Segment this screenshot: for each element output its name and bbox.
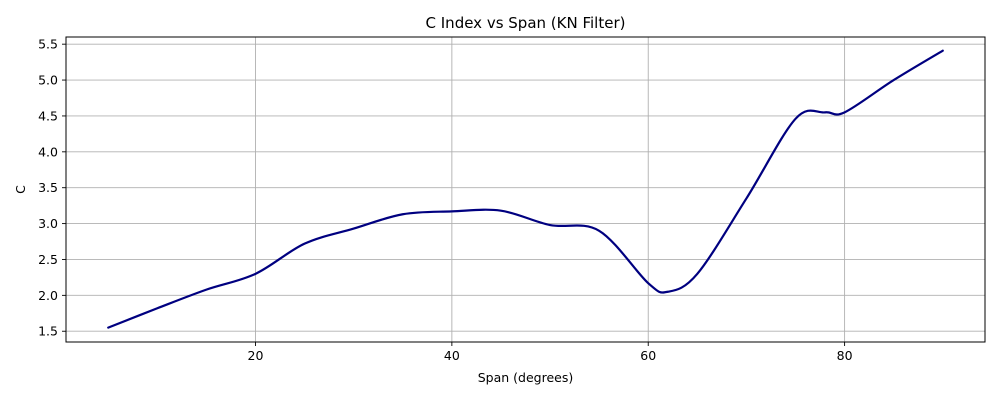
- x-tick-label: 80: [837, 348, 853, 363]
- y-tick-label: 3.5: [38, 180, 58, 195]
- y-tick-label: 5.5: [38, 37, 58, 52]
- y-tick-label: 5.0: [38, 73, 58, 88]
- y-tick-label: 2.0: [38, 288, 58, 303]
- plot-frame: [65, 36, 986, 343]
- series-line: [107, 49, 944, 329]
- x-axis-label: Span (degrees): [478, 370, 574, 385]
- y-tick-label: 4.0: [38, 144, 58, 159]
- chart-title: C Index vs Span (KN Filter): [426, 14, 626, 32]
- ticks: 20 40 60 80 1.5 2.0 2.5 3.0 3.5 4.0 4.5 5.0 5.5: [38, 37, 852, 363]
- y-tick-label: 4.5: [38, 108, 58, 123]
- y-axis-label: C: [13, 185, 28, 194]
- grid: [66, 37, 985, 342]
- y-tick-label: 3.0: [38, 216, 58, 231]
- series-layer: [107, 49, 944, 329]
- y-tick-label: 1.5: [38, 324, 58, 339]
- y-tick-label: 2.5: [38, 252, 58, 267]
- x-tick-label: 20: [248, 348, 264, 363]
- x-tick-label: 40: [444, 348, 460, 363]
- x-tick-label: 60: [640, 348, 656, 363]
